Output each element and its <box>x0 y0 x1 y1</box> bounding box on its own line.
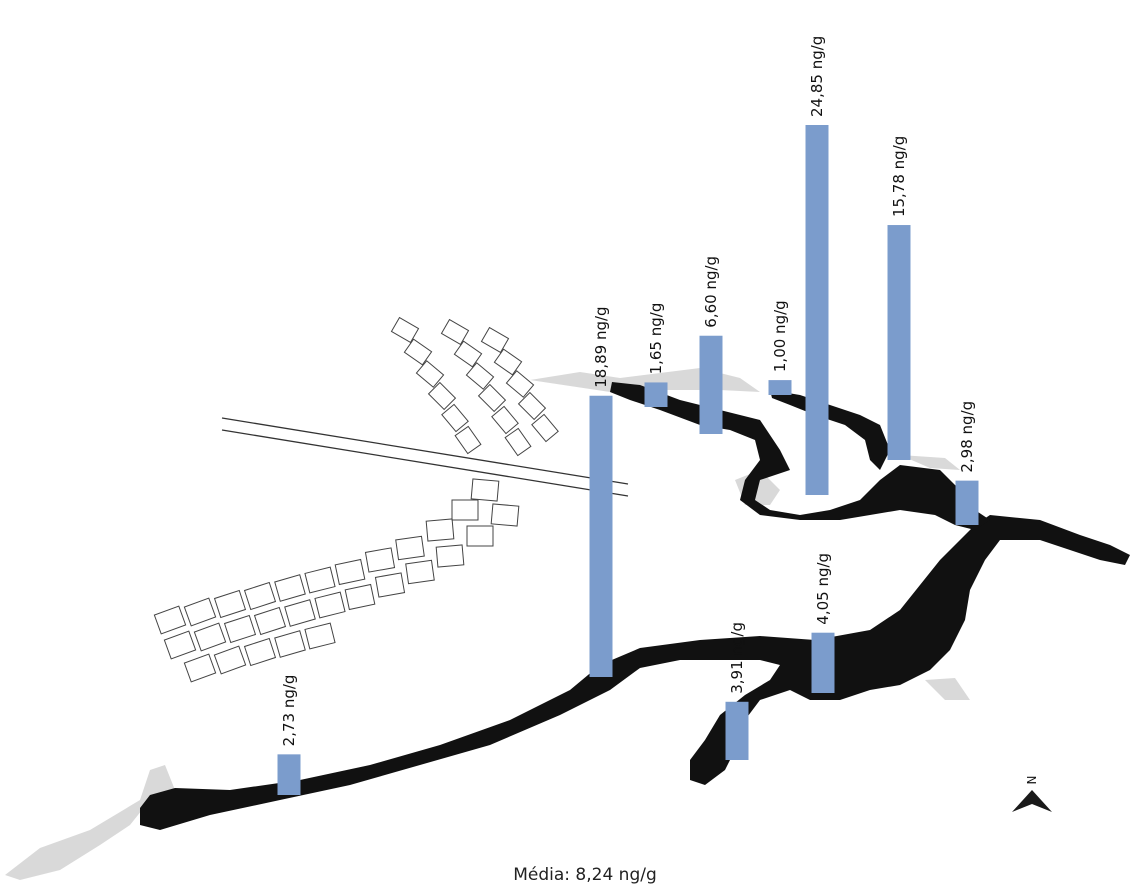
bar-site-5 <box>768 380 792 395</box>
city-block <box>304 566 336 594</box>
city-block <box>344 583 376 611</box>
city-block <box>403 338 433 366</box>
city-block <box>504 427 532 457</box>
bar-value-label: 24,85 ng/g <box>808 36 826 117</box>
bar-site-6 <box>805 125 829 495</box>
city-block <box>470 478 500 502</box>
city-block <box>364 547 396 573</box>
city-block <box>274 630 306 658</box>
bar-value-label: 6,60 ng/g <box>702 256 720 328</box>
bar-value-label: 2,73 ng/g <box>280 675 298 747</box>
city-block <box>454 425 482 455</box>
road <box>221 417 629 497</box>
city-block <box>453 340 483 368</box>
bar-value-label: 2,98 ng/g <box>958 401 976 473</box>
city-block <box>405 559 435 585</box>
city-block <box>395 535 425 561</box>
city-block <box>163 630 197 660</box>
city-block <box>284 599 316 627</box>
bar-site-4 <box>699 335 723 434</box>
city-block <box>466 525 494 547</box>
bar-value-label: 4,05 ng/g <box>814 553 832 625</box>
city-block <box>440 318 470 346</box>
bar-site-2 <box>589 395 613 677</box>
bar-value-label: 1,65 ng/g <box>647 303 665 375</box>
shore-area <box>925 678 970 700</box>
city-block <box>477 383 507 413</box>
urban-area <box>153 316 559 683</box>
city-block <box>183 653 217 683</box>
city-block <box>480 326 510 354</box>
bar-site-1 <box>277 754 301 795</box>
city-block <box>531 413 559 443</box>
city-block <box>465 362 495 390</box>
city-block <box>374 572 406 598</box>
city-block <box>223 614 257 644</box>
city-block <box>314 591 346 619</box>
shore-area <box>900 455 960 470</box>
city-block <box>253 606 287 636</box>
bar-value-label: 3,91 ng/g <box>728 622 746 694</box>
city-block <box>427 381 457 411</box>
city-block <box>193 622 227 652</box>
city-block <box>441 403 469 433</box>
city-block <box>415 360 445 388</box>
shore-area <box>5 765 175 880</box>
city-block <box>334 558 366 586</box>
bar-value-label: 1,00 ng/g <box>771 300 789 372</box>
city-block <box>213 645 247 675</box>
city-block <box>304 622 336 650</box>
city-block <box>390 316 420 344</box>
city-block <box>425 518 455 542</box>
city-block <box>451 499 479 521</box>
city-block <box>274 574 306 602</box>
city-block <box>243 637 277 667</box>
bars-layer: 2,73 ng/g 18,89 ng/g 1,65 ng/g 6,60 ng/g 1,0… <box>277 36 979 795</box>
bar-value-label: 18,89 ng/g <box>592 306 610 387</box>
city-block <box>243 581 277 611</box>
bar-value-label: 15,78 ng/g <box>890 136 908 217</box>
city-block <box>183 597 217 627</box>
bar-site-7 <box>887 225 911 460</box>
north-letter: N <box>1025 776 1039 785</box>
city-block <box>505 370 535 398</box>
city-block <box>213 589 247 619</box>
bar-site-10 <box>811 632 835 693</box>
city-block <box>153 605 187 635</box>
city-block <box>493 348 523 376</box>
city-block <box>517 391 547 421</box>
north-arrow-icon <box>1012 790 1052 812</box>
reservoir-water <box>140 515 1130 830</box>
city-block <box>491 405 519 435</box>
bar-site-9 <box>725 701 749 760</box>
city-block <box>490 503 520 527</box>
reservoir-water <box>770 390 890 470</box>
bar-site-8 <box>955 480 979 525</box>
bar-site-3 <box>644 382 668 407</box>
city-block <box>435 544 465 568</box>
mean-label: Média: 8,24 ng/g <box>513 865 657 885</box>
